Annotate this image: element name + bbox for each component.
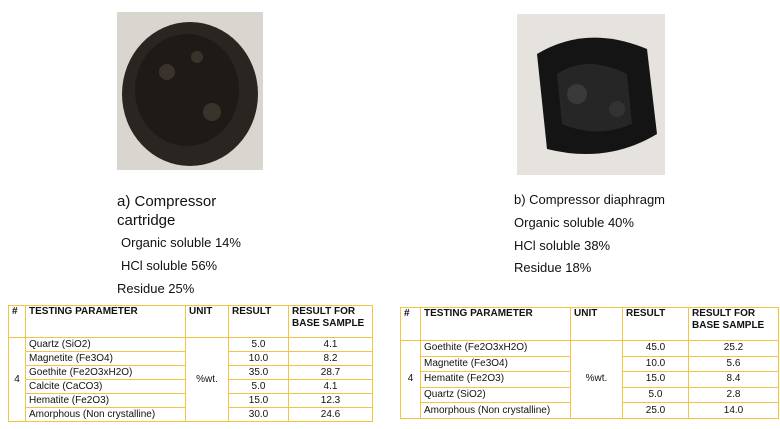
unit: %wt. xyxy=(570,340,623,419)
group-number: 4 xyxy=(400,340,421,419)
result: 35.0 xyxy=(228,365,289,380)
base-result: 25.2 xyxy=(688,340,779,357)
base-result: 8.2 xyxy=(288,351,373,366)
result: 10.0 xyxy=(228,351,289,366)
result-line: Organic soluble 14% xyxy=(121,235,241,250)
caption: b) Compressor diaphragm xyxy=(514,192,666,207)
photo-diaphragm xyxy=(517,14,665,175)
column-header: RESULT FOR BASE SAMPLE xyxy=(288,305,373,338)
parameter: Amorphous (Non crystalline) xyxy=(25,407,186,422)
column-header: TESTING PARAMETER xyxy=(420,307,571,341)
parameter: Magnetite (Fe3O4) xyxy=(25,351,186,366)
results-table: # TESTING PARAMETER UNIT RESULT RESULT FOR B… xyxy=(8,305,373,422)
parameter: Calcite (CaCO3) xyxy=(25,379,186,394)
result-line: HCl soluble 38% xyxy=(514,238,611,253)
base-result: 28.7 xyxy=(288,365,373,380)
parameter: Goethite (Fe2O3xH2O) xyxy=(25,365,186,380)
base-result: 4.1 xyxy=(288,337,373,352)
result: 10.0 xyxy=(622,355,689,373)
unit: %wt. xyxy=(185,337,229,422)
result: 5.0 xyxy=(228,337,289,352)
parameter: Quartz (SiO2) xyxy=(420,386,571,404)
base-result: 5.6 xyxy=(688,355,779,373)
column-header: RESULT FOR BASE SAMPLE xyxy=(688,307,779,341)
result: 25.0 xyxy=(622,402,689,419)
parameter: Hematite (Fe2O3) xyxy=(25,393,186,408)
parameter: Amorphous (Non crystalline) xyxy=(420,402,571,419)
result: 45.0 xyxy=(622,340,689,357)
parameter: Goethite (Fe2O3xH2O) xyxy=(420,340,571,357)
base-result: 12.3 xyxy=(288,393,373,408)
base-result: 8.4 xyxy=(688,371,779,388)
parameter: Quartz (SiO2) xyxy=(25,337,186,352)
result-line: HCl soluble 56% xyxy=(121,258,218,273)
column-header: UNIT xyxy=(570,307,623,341)
base-result: 4.1 xyxy=(288,379,373,394)
parameter: Hematite (Fe2O3) xyxy=(420,371,571,388)
base-result: 24.6 xyxy=(288,407,373,422)
result: 5.0 xyxy=(228,379,289,394)
photo-cartridge xyxy=(117,12,263,170)
column-header: # xyxy=(8,305,26,338)
result: 30.0 xyxy=(228,407,289,422)
column-header: TESTING PARAMETER xyxy=(25,305,186,338)
column-header: RESULT xyxy=(622,307,689,341)
result: 15.0 xyxy=(622,371,689,388)
result: 5.0 xyxy=(622,386,689,404)
base-result: 2.8 xyxy=(688,386,779,404)
result-line: Organic soluble 40% xyxy=(514,215,634,230)
group-number: 4 xyxy=(8,337,26,422)
results-table: # TESTING PARAMETER UNIT RESULT RESULT FOR B… xyxy=(400,307,779,419)
base-result: 14.0 xyxy=(688,402,779,419)
column-header: UNIT xyxy=(185,305,229,338)
caption: a) Compressor cartridge xyxy=(117,193,217,229)
result-line: Residue 25% xyxy=(117,281,195,296)
column-header: RESULT xyxy=(228,305,289,338)
result: 15.0 xyxy=(228,393,289,408)
parameter: Magnetite (Fe3O4) xyxy=(420,355,571,373)
column-header: # xyxy=(400,307,421,341)
result-line: Residue 18% xyxy=(514,260,592,275)
